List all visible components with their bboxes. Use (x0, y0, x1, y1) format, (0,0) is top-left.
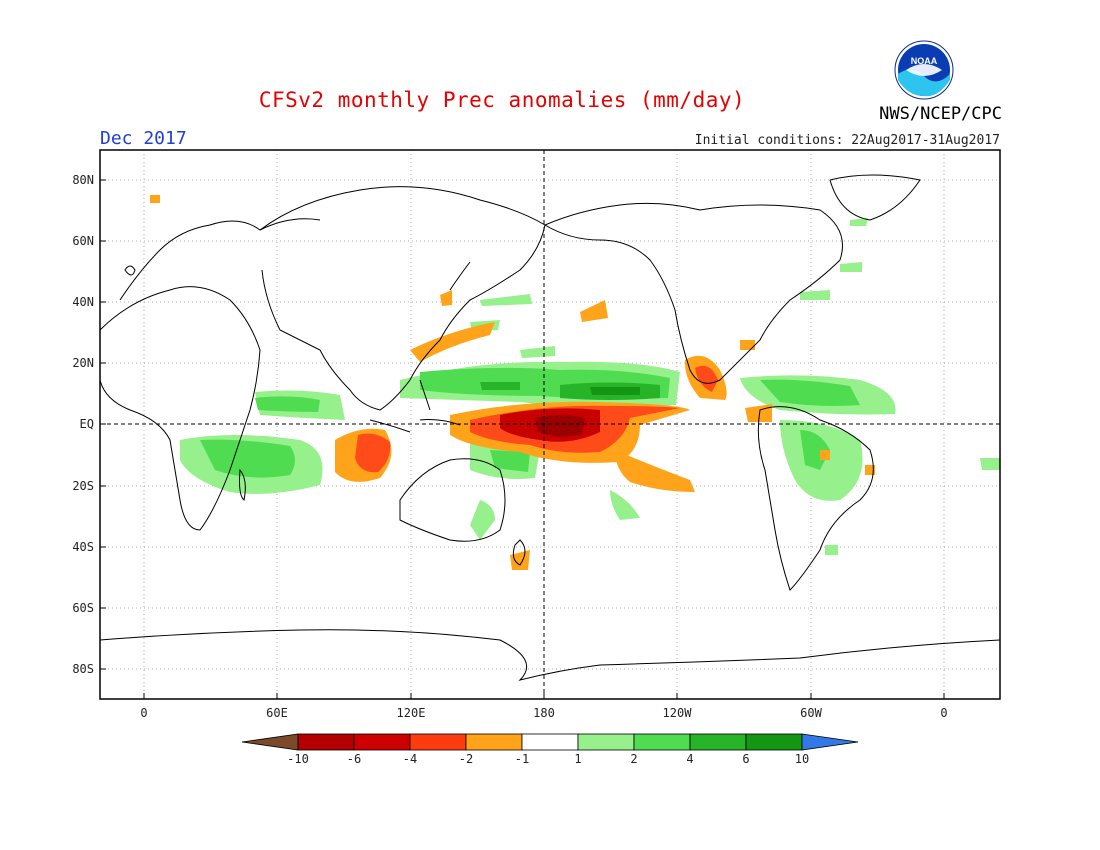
lon-tick-120w: 120W (663, 706, 693, 720)
colorbar-label: 6 (742, 752, 749, 766)
lat-tick-80n: 80N (72, 173, 94, 187)
colorbar-label: -2 (459, 752, 473, 766)
agency-label: NWS/NCEP/CPC (879, 104, 1002, 124)
colorbar: -10 -6 -4 -2 -1 1 2 4 6 10 (241, 733, 859, 766)
noaa-logo-icon: NOAA (894, 40, 954, 100)
lon-tick-60e: 60E (266, 706, 288, 720)
colorbar-swatch (577, 733, 635, 751)
colorbar-swatch (409, 733, 467, 751)
colorbar-swatch (353, 733, 411, 751)
lat-tick-eq: EQ (80, 417, 94, 431)
colorbar-label: -1 (515, 752, 529, 766)
colorbar-swatch (745, 733, 803, 751)
dry-very-strong-areas (535, 415, 585, 437)
lat-tick-40s: 40S (72, 540, 94, 554)
lon-tick-120e: 120E (397, 706, 426, 720)
colorbar-cap-low (241, 733, 299, 751)
lat-tick-80s: 80S (72, 662, 94, 676)
colorbar-swatch (633, 733, 691, 751)
lon-labels: 0 60E 120E 180 120W 60W 0 (140, 706, 947, 720)
map-title-text: CFSv2 monthly Prec anomalies (mm/day) (258, 88, 746, 112)
anomaly-shading (150, 195, 1000, 570)
colorbar-swatch (465, 733, 523, 751)
colorbar-label: 4 (686, 752, 693, 766)
lat-tick-20n: 20N (72, 356, 94, 370)
lat-labels: 80N 60N 40N 20N EQ 20S 40S 60S 80S (72, 173, 94, 676)
initial-conditions: Initial conditions: 22Aug2017-31Aug2017 (694, 133, 1000, 148)
colorbar-label: 1 (574, 752, 581, 766)
colorbar-label: -6 (347, 752, 361, 766)
svg-text:NOAA: NOAA (911, 56, 938, 66)
colorbar-label: 10 (795, 752, 809, 766)
lat-tick-40n: 40N (72, 295, 94, 309)
map-title: CFSv2 monthly Prec anomalies (mm/day) (0, 88, 1100, 112)
colorbar-label: 2 (630, 752, 637, 766)
lat-tick-20s: 20S (72, 479, 94, 493)
coastlines (100, 174, 1000, 681)
lon-tick-0-west: 0 (140, 706, 147, 720)
colorbar-label: -4 (403, 752, 417, 766)
wet-very-strong-areas (590, 387, 640, 395)
colorbar-swatch (689, 733, 747, 751)
colorbar-label: -10 (287, 752, 309, 766)
colorbar-swatch (297, 733, 355, 751)
lon-tick-0-east: 0 (940, 706, 947, 720)
tick-marks (100, 179, 945, 699)
target-month: Dec 2017 (100, 128, 187, 149)
lat-tick-60n: 60N (72, 234, 94, 248)
lat-tick-60s: 60S (72, 601, 94, 615)
lon-tick-60w: 60W (800, 706, 822, 720)
lon-tick-180: 180 (533, 706, 555, 720)
colorbar-swatch (521, 733, 579, 751)
colorbar-cap-high (801, 733, 859, 751)
